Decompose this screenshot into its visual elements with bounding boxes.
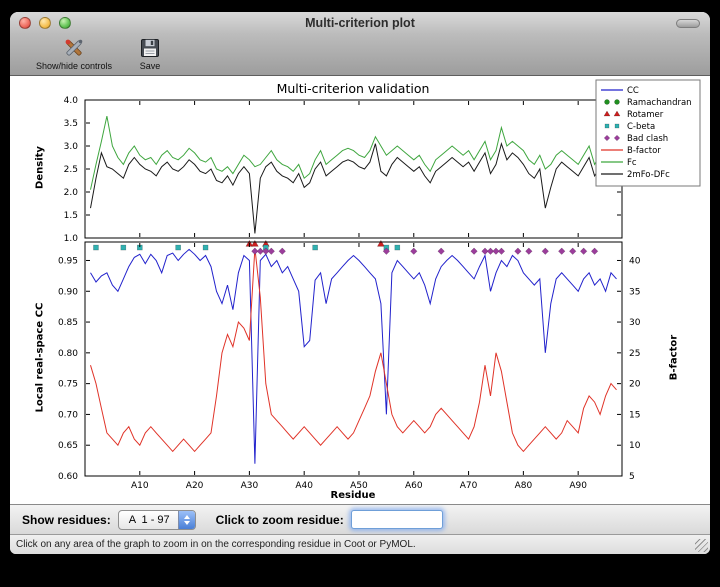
- controls-bar: Show residues: A 1 - 97 Click to zoom re…: [10, 504, 710, 534]
- svg-text:A30: A30: [241, 481, 259, 491]
- svg-text:3.0: 3.0: [64, 142, 79, 152]
- legend-label-cc: CC: [627, 86, 639, 96]
- legend-label-2mfo-dfc: 2mFo-DFc: [627, 170, 670, 180]
- legend-label-fc: Fc: [627, 158, 637, 168]
- stepper-icon: [177, 510, 195, 529]
- show-hide-controls-button[interactable]: Show/hide controls: [36, 36, 112, 71]
- arrow-up-icon: [183, 514, 190, 519]
- svg-text:A10: A10: [131, 481, 149, 491]
- svg-text:0.90: 0.90: [58, 287, 78, 297]
- svg-text:3.5: 3.5: [64, 119, 78, 129]
- legend-label-b-factor: B-factor: [627, 146, 661, 156]
- svg-text:0.75: 0.75: [58, 380, 78, 390]
- density-plot-frame: [84, 99, 623, 239]
- svg-text:10: 10: [629, 441, 641, 451]
- svg-text:0.80: 0.80: [58, 349, 78, 359]
- save-icon: [141, 39, 160, 57]
- window-title: Multi-criterion plot: [305, 16, 415, 30]
- svg-text:A60: A60: [405, 481, 423, 491]
- minimize-button[interactable]: [39, 17, 51, 29]
- figure-title: Multi-criterion validation: [276, 81, 430, 96]
- status-text: Click on any area of the graph to zoom i…: [16, 539, 416, 550]
- svg-text:A70: A70: [460, 481, 478, 491]
- residue-range-value: A 1 - 97: [128, 513, 170, 526]
- figure-canvas[interactable]: 1.0 1.5 2.0 2.5 3.0 3.5 4.0 0.60 0.65 0.70 0.75 0.8…: [10, 76, 710, 504]
- svg-text:0.60: 0.60: [58, 472, 78, 482]
- svg-text:35: 35: [629, 287, 640, 297]
- svg-text:A50: A50: [350, 481, 368, 491]
- toolbar: Show/hide controls Save: [10, 34, 710, 76]
- legend-label-rotamer: Rotamer: [627, 110, 664, 120]
- cc-axis-label: Local real-space CC: [34, 302, 46, 413]
- svg-text:2.5: 2.5: [64, 165, 78, 175]
- arrow-down-icon: [183, 520, 190, 525]
- svg-text:25: 25: [629, 349, 640, 359]
- title-bar[interactable]: Multi-criterion plot: [10, 12, 710, 34]
- zoom-button[interactable]: [59, 17, 71, 29]
- legend-label-ramachandran: Ramachandran: [627, 98, 692, 108]
- svg-text:40: 40: [629, 256, 641, 266]
- svg-text:0.70: 0.70: [58, 410, 78, 420]
- svg-text:A90: A90: [569, 481, 587, 491]
- save-button[interactable]: Save: [138, 36, 162, 71]
- close-button[interactable]: [19, 17, 31, 29]
- toolbar-toggle-button[interactable]: [676, 19, 700, 28]
- svg-text:1.5: 1.5: [64, 211, 78, 221]
- save-label: Save: [139, 61, 161, 71]
- svg-text:15: 15: [629, 410, 640, 420]
- legend-label-bad-clash: Bad clash: [627, 134, 668, 144]
- legend-box: [595, 79, 701, 187]
- svg-text:20: 20: [629, 380, 641, 390]
- window-controls: [19, 17, 71, 29]
- zoom-residue-label: Click to zoom residue:: [215, 512, 344, 527]
- b-factor-line: [90, 248, 617, 453]
- svg-text:A80: A80: [515, 481, 533, 491]
- bfactor-axis-label: B-factor: [668, 334, 680, 381]
- app-window: Multi-criterion plot Show/hide controls: [10, 12, 710, 554]
- svg-text:A20: A20: [186, 481, 204, 491]
- svg-text:30: 30: [629, 318, 641, 328]
- density-axis-label: Density: [34, 146, 46, 189]
- show-hide-controls-icon: [65, 39, 83, 56]
- svg-text:4.0: 4.0: [64, 96, 79, 106]
- show-residues-label: Show residues:: [22, 512, 111, 527]
- plot-figure: 1.0 1.5 2.0 2.5 3.0 3.5 4.0 0.60 0.65 0.70 0.75 0.8…: [10, 76, 710, 504]
- svg-text:A40: A40: [295, 481, 313, 491]
- legend-label-c-beta: C-beta: [627, 122, 655, 132]
- residue-range-select[interactable]: A 1 - 97: [117, 509, 196, 530]
- fc-line: [90, 115, 617, 190]
- residue-axis-label: Residue: [330, 490, 376, 501]
- 2mfo-dfc-line: [90, 139, 617, 234]
- svg-text:1.0: 1.0: [64, 234, 79, 244]
- svg-text:0.85: 0.85: [58, 318, 78, 328]
- svg-text:2.0: 2.0: [64, 188, 79, 198]
- svg-text:0.65: 0.65: [58, 441, 78, 451]
- zoom-residue-input[interactable]: [350, 510, 443, 529]
- svg-text:5: 5: [629, 472, 635, 482]
- svg-text:0.95: 0.95: [58, 256, 78, 266]
- status-bar: Click on any area of the graph to zoom i…: [10, 534, 710, 554]
- resize-grip[interactable]: [695, 539, 708, 552]
- cc-line: [90, 248, 617, 464]
- cc-plot-frame: [84, 241, 623, 477]
- show-hide-controls-label: Show/hide controls: [36, 61, 113, 71]
